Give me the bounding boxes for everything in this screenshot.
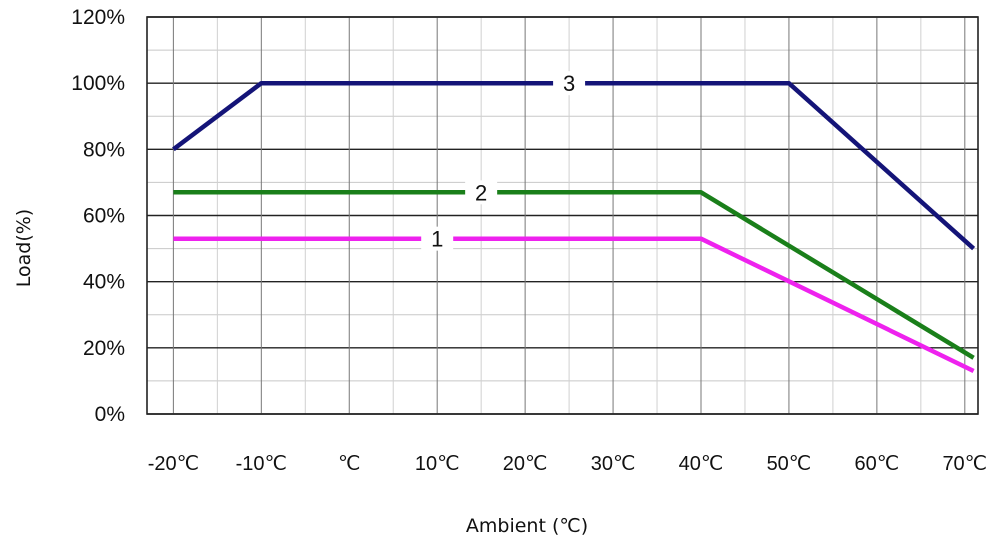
series-label-2: 2 xyxy=(475,180,487,205)
series-label-gap xyxy=(553,71,586,96)
series-layer xyxy=(172,80,976,374)
y-tick-label: 80% xyxy=(83,138,125,161)
series-line-3 xyxy=(172,80,976,251)
plot-frame xyxy=(146,16,979,415)
x-axis-label: Ambient (℃) xyxy=(466,515,588,537)
series-label-3: 3 xyxy=(563,71,575,96)
series-label-gap xyxy=(421,226,454,251)
x-tick-label: 40℃ xyxy=(679,453,724,475)
y-tick-label: 120% xyxy=(71,6,125,29)
x-tick-label: 10℃ xyxy=(415,453,460,475)
x-tick-label: -20℃ xyxy=(148,453,199,475)
x-tick-label: 30℃ xyxy=(591,453,636,475)
x-tick-label: 50℃ xyxy=(767,453,812,475)
y-tick-label: 100% xyxy=(71,72,125,95)
x-tick-labels: -20℃ -10℃ ℃ 10℃ 20℃ 30℃ 40℃ 50℃ 60℃ 70℃ xyxy=(148,453,987,475)
y-tick-label: 60% xyxy=(83,205,125,228)
series-label-layer: 1 2 3 xyxy=(421,71,586,252)
y-tick-label: 0% xyxy=(95,403,125,426)
y-tick-label: 20% xyxy=(83,337,125,360)
series-line-1 xyxy=(173,236,975,374)
x-tick-label: -10℃ xyxy=(236,453,287,475)
x-tick-label: ℃ xyxy=(338,453,360,475)
series-label-gap xyxy=(465,180,498,205)
series-line-2 xyxy=(173,190,975,360)
y-tick-labels: 0% 20% 40% 60% 80% 100% 120% xyxy=(71,6,125,426)
x-tick-label: 60℃ xyxy=(855,453,900,475)
x-tick-label: 20℃ xyxy=(503,453,548,475)
y-axis-label: Load(%) xyxy=(13,209,35,287)
series-label-1: 1 xyxy=(431,227,443,252)
y-tick-label: 40% xyxy=(83,271,125,294)
x-tick-label: 70℃ xyxy=(942,453,987,475)
